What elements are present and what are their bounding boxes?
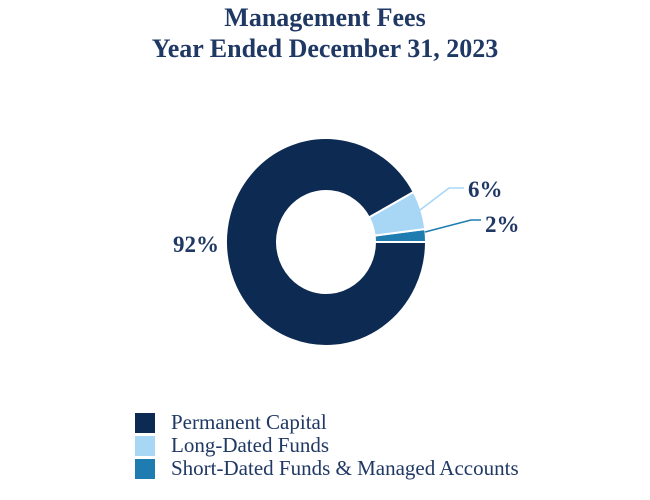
legend-swatch-long-dated-funds <box>135 435 155 456</box>
legend-swatch-short-dated-funds <box>135 458 155 479</box>
legend-swatch-permanent-capital <box>135 412 155 433</box>
donut-slice-permanent-capital <box>225 137 428 347</box>
legend-item-short-dated-funds: Short-Dated Funds & Managed Accounts <box>135 457 519 480</box>
callout-line-short-dated-funds <box>424 219 481 233</box>
data-label-permanent-capital: 92% <box>173 232 219 257</box>
legend-item-long-dated-funds: Long-Dated Funds <box>135 434 519 457</box>
legend-label-long-dated-funds: Long-Dated Funds <box>171 433 330 457</box>
donut-slices <box>225 137 428 347</box>
chart-title-line-1: Management Fees <box>224 3 426 32</box>
data-label-long-dated-funds: 6% <box>468 177 503 202</box>
data-label-short-dated-funds: 2% <box>485 212 520 237</box>
legend-item-permanent-capital: Permanent Capital <box>135 411 519 434</box>
legend-label-permanent-capital: Permanent Capital <box>171 410 327 434</box>
callout-line-long-dated-funds <box>419 187 464 211</box>
chart-title-line-2: Year Ended December 31, 2023 <box>151 34 499 63</box>
legend-label-short-dated-funds: Short-Dated Funds & Managed Accounts <box>171 456 519 480</box>
chart-title: Management Fees Year Ended December 31, … <box>0 2 650 64</box>
chart-legend: Permanent Capital Long-Dated Funds Short… <box>135 411 519 480</box>
